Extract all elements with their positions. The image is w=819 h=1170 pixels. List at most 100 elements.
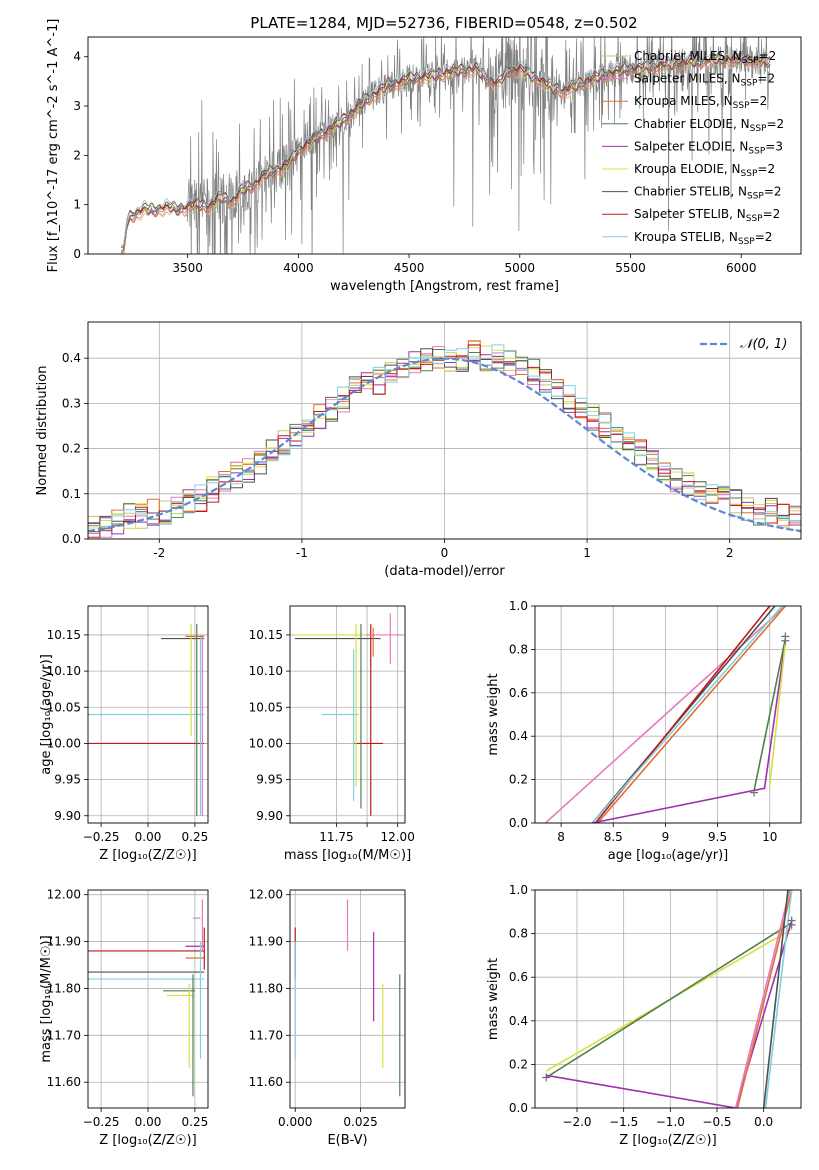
y-tick-label: 0.4: [509, 1014, 528, 1028]
age-vs-Z-frame: [87, 605, 209, 824]
weight-line-kroupa-stelib: [591, 606, 783, 823]
y-tick-label: 9.95: [256, 773, 283, 787]
plus-marker: [787, 920, 796, 929]
age-vs-mass-frame: [289, 605, 406, 824]
age-vs-Z-axes: [84, 606, 208, 827]
mass-vs-Z-frame: [87, 889, 209, 1109]
x-tick-label: 4000: [283, 261, 314, 275]
legend-label: Salpeter ELODIE, NSSP=3: [634, 139, 783, 156]
y-tick-label: 0.4: [62, 351, 81, 365]
mass-weight-vs-age-frame: [534, 605, 802, 824]
x-tick-label: 2: [726, 546, 734, 560]
mass-vs-EBV-errorbars: [294, 899, 401, 1097]
y-tick-label: 10.10: [249, 664, 283, 678]
model-line-salpeter-stelib: [120, 50, 771, 249]
plus-marker: [750, 788, 759, 797]
x-tick-label: 11.75: [319, 830, 353, 844]
spectrum-lines: [120, 37, 771, 254]
weight-line-chabrier-elodie: [753, 638, 787, 791]
weight-line-chabrier-stelib: [591, 606, 776, 823]
legend-label: Kroupa STELIB, NSSP=2: [634, 230, 772, 247]
y-tick-label: 10.00: [47, 736, 81, 750]
x-tick-label: 9.5: [708, 830, 727, 844]
y-axis-label: Normed distribution: [35, 366, 50, 496]
y-tick-label: 0.8: [509, 642, 528, 656]
x-tick-label: 5000: [505, 261, 536, 275]
weight-line-kroupa-elodie: [768, 642, 787, 787]
y-tick-label: 11.70: [249, 1028, 283, 1042]
x-tick-label: -2: [153, 546, 165, 560]
x-tick-label: 0.25: [182, 830, 209, 844]
x-tick-label: 12.00: [380, 830, 414, 844]
spectrum-axes: [84, 56, 742, 258]
y-tick-label: 0.1: [62, 487, 81, 501]
y-tick-label: 9.90: [54, 809, 81, 823]
residuals-frame: [87, 321, 802, 540]
mass-vs-Z-errorbars: [88, 899, 205, 1097]
legend-label: Salpeter STELIB, NSSP=2: [634, 207, 780, 224]
age-vs-Z-errorbars: [88, 624, 205, 816]
y-tick-label: 1.0: [509, 599, 528, 613]
y-tick-label: 11.80: [249, 981, 283, 995]
x-tick-label: −0.5: [702, 1115, 731, 1129]
weight-line-salpeter-elodie: [546, 920, 793, 1108]
x-tick-label: 1: [583, 546, 591, 560]
y-tick-label: 12.00: [47, 888, 81, 902]
y-tick-label: 0.3: [62, 396, 81, 410]
y-tick-label: 0: [73, 247, 81, 261]
plus-marker: [781, 636, 790, 645]
x-tick-label: 0: [441, 546, 449, 560]
x-axis-label: wavelength [Angstrom, rest frame]: [330, 279, 559, 294]
mass-weight-vs-age-lines: [544, 606, 790, 823]
histograms: [88, 340, 801, 538]
legend-label: Kroupa ELODIE, NSSP=2: [634, 162, 775, 179]
x-axis-label: Z [log₁₀(Z/Z☉)]: [99, 848, 196, 863]
x-axis-label: Z [log₁₀(Z/Z☉)]: [619, 1133, 716, 1148]
age-vs-mass-errorbars: [294, 613, 403, 816]
legend-label: Salpeter MILES, NSSP=2: [634, 72, 775, 89]
x-axis-label: (data-model)/error: [384, 564, 505, 579]
x-tick-label: 0.0: [754, 1115, 773, 1129]
y-tick-label: 9.95: [54, 773, 81, 787]
y-tick-label: 1.0: [509, 883, 528, 897]
mass-weight-vs-age-axes: [531, 605, 801, 827]
y-tick-label: 0.0: [62, 532, 81, 546]
y-axis-label: age [log₁₀(age/yr)]: [39, 654, 54, 775]
y-tick-label: 9.90: [256, 809, 283, 823]
residuals-axes: [84, 322, 801, 543]
legend-label: Chabrier MILES, NSSP=2: [634, 49, 776, 66]
y-tick-label: 0.8: [509, 927, 528, 941]
x-tick-label: -1: [296, 546, 308, 560]
x-tick-label: 6000: [726, 261, 757, 275]
y-tick-label: 0.0: [509, 816, 528, 830]
spectrum-data-line: [121, 37, 771, 254]
y-axis-label: mass [log₁₀(M/M☉)]: [39, 935, 54, 1062]
y-tick-label: 0.6: [509, 970, 528, 984]
normal-curve: [88, 357, 801, 533]
weight-line-chabrier-elodie: [545, 922, 793, 1079]
x-tick-label: 3500: [172, 261, 203, 275]
y-tick-label: 0.2: [62, 442, 81, 456]
model-line-chabrier-miles: [123, 59, 771, 254]
x-axis-label: age [log₁₀(age/yr)]: [608, 848, 729, 863]
y-tick-label: 10.10: [47, 664, 81, 678]
x-tick-label: 0.00: [135, 1115, 162, 1129]
x-tick-label: −1.0: [656, 1115, 685, 1129]
y-tick-label: 4: [73, 50, 81, 64]
y-tick-label: 0.2: [509, 1057, 528, 1071]
spectrum-frame: [87, 36, 802, 255]
hist-kroupa-stelib: [88, 344, 801, 527]
model-line-salpeter-miles: [121, 58, 771, 254]
y-tick-label: 0.2: [509, 773, 528, 787]
y-tick-label: 10.05: [249, 700, 283, 714]
mass-vs-Z-axes: [84, 890, 208, 1112]
x-tick-label: 10: [762, 830, 777, 844]
y-tick-label: 11.70: [47, 1028, 81, 1042]
weight-line-kroupa-stelib: [764, 890, 793, 1108]
x-axis-label: mass [log₁₀(M/M☉)]: [284, 848, 411, 863]
y-tick-label: 1: [73, 198, 81, 212]
model-line-kroupa-stelib: [120, 49, 771, 247]
y-tick-label: 11.80: [47, 981, 81, 995]
x-axis-label: Z [log₁₀(Z/Z☉)]: [99, 1133, 196, 1148]
